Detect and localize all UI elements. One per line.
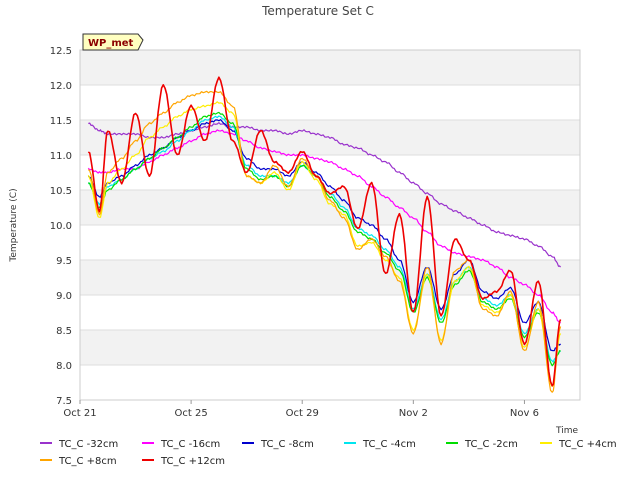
legend-label: TC_C +4cm <box>558 439 617 450</box>
series-line-tcc+4cm <box>87 101 562 387</box>
legend: TC_C -32cm TC_C -16cm TC_C -8cm TC_C -4cm TC… <box>40 439 617 467</box>
x-tick-label: Nov 6 <box>510 408 539 419</box>
legend-label: TC_C -16cm <box>160 439 220 450</box>
legend-label: TC_C +8cm <box>58 456 117 467</box>
plot-band <box>80 50 580 85</box>
series-lines <box>87 76 562 393</box>
y-tick-label: 7.5 <box>56 396 72 407</box>
legend-label: TC_C -4cm <box>362 439 416 450</box>
y-tick-label: 10.0 <box>50 221 72 232</box>
series-line-tcc-32cm <box>88 122 562 268</box>
plot-band <box>80 225 580 260</box>
x-axis-title: Time <box>555 426 578 436</box>
y-tick-label: 12.5 <box>50 46 72 57</box>
y-tick-label: 8.0 <box>56 361 72 372</box>
plot-band <box>80 330 580 365</box>
y-tick-label: 12.0 <box>50 81 72 92</box>
legend-label: TC_C -2cm <box>464 439 518 450</box>
x-axis: Oct 21 Oct 25 Oct 29 Nov 2 Nov 6 <box>63 400 539 419</box>
y-tick-label: 9.0 <box>56 291 72 302</box>
legend-label: TC_C -32cm <box>58 439 118 450</box>
badge-label: WP_met <box>88 38 134 49</box>
y-tick-label: 10.5 <box>50 186 72 197</box>
plot-band <box>80 190 580 225</box>
y-axis: 7.5 8.0 8.5 9.0 9.5 10.0 10.5 11.0 11.5 12.0 12.5 <box>50 46 72 407</box>
x-tick-label: Oct 25 <box>175 408 208 419</box>
series-line-tcc-16cm <box>87 129 561 324</box>
y-axis-title: Temperature (C) <box>9 188 19 262</box>
y-tick-label: 11.0 <box>50 151 72 162</box>
series-line-tcc+12cm <box>87 76 562 387</box>
legend-label: TC_C +12cm <box>160 456 225 467</box>
plot-frame <box>79 49 581 401</box>
x-tick-label: Nov 2 <box>399 408 428 419</box>
legend-label: TC_C -8cm <box>260 439 314 450</box>
plot-band <box>80 155 580 190</box>
x-tick-label: Oct 21 <box>63 408 96 419</box>
y-tick-label: 11.5 <box>50 116 72 127</box>
series-line-tcc+8cm <box>87 90 562 393</box>
y-tick-label: 9.5 <box>56 256 72 267</box>
wp-met-badge: WP_met <box>82 33 144 51</box>
plot-band <box>80 365 580 400</box>
chart-title: Temperature Set C <box>261 4 374 18</box>
x-tick-label: Oct 29 <box>286 408 319 419</box>
plot-band <box>80 85 580 120</box>
plot-band <box>80 295 580 330</box>
y-tick-label: 8.5 <box>56 326 72 337</box>
